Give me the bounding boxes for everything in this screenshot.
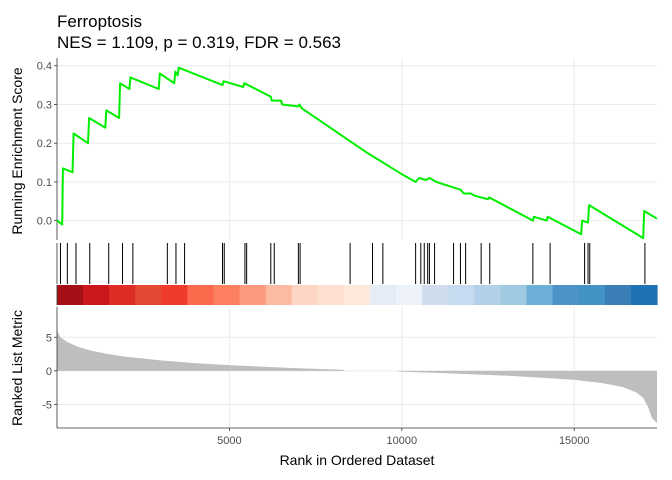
ranked-metric-area xyxy=(57,330,657,424)
es-y-tick-label: 0.4 xyxy=(37,61,52,73)
es-y-tick-label: 0.1 xyxy=(37,177,52,189)
running-es-line xyxy=(56,66,658,240)
rank-band-segment xyxy=(57,285,84,305)
es-y-tick-label: 0.0 xyxy=(37,216,52,228)
rank-band-segment xyxy=(187,285,215,305)
rank-band-segment xyxy=(604,285,632,305)
gene-set-title: Ferroptosis xyxy=(57,12,142,31)
rank-band-segment xyxy=(396,285,423,305)
x-tick-label: 5000 xyxy=(217,435,241,447)
running-es-panel: 0.0 0.1 0.2 0.3 0.4 xyxy=(37,58,658,240)
metric-y-tick-label: -5 xyxy=(42,399,52,411)
x-axis-title: Rank in Ordered Dataset xyxy=(280,452,435,468)
rank-band-segment xyxy=(370,285,397,305)
ranked-metric-panel: -5 0 5 5000 10000 15000 xyxy=(42,307,657,447)
rank-band-segment xyxy=(83,285,110,305)
rank-band-segment xyxy=(422,285,449,305)
rank-band-segment xyxy=(161,285,189,305)
rank-band-segment xyxy=(265,285,293,305)
rank-band-segment xyxy=(291,285,319,305)
stats-subtitle: NES = 1.109, p = 0.319, FDR = 0.563 xyxy=(57,33,341,52)
rank-band-segment xyxy=(630,285,658,305)
rank-band-segment xyxy=(578,285,606,305)
rank-band-segment xyxy=(213,285,241,305)
rank-band-segment xyxy=(474,285,502,305)
es-y-tick-label: 0.3 xyxy=(37,99,52,111)
rank-band-segment xyxy=(448,285,475,305)
rank-band-segment xyxy=(343,285,371,305)
es-y-axis-title: Running Enrichment Score xyxy=(9,67,25,235)
metric-y-tick-label: 0 xyxy=(46,366,52,378)
rank-band-segment xyxy=(109,285,136,305)
rank-band-segment xyxy=(317,285,345,305)
rank-color-band xyxy=(56,285,658,305)
rank-band-segment xyxy=(526,285,554,305)
rank-band-segment xyxy=(135,285,162,305)
rank-band-segment xyxy=(239,285,267,305)
es-y-tick-label: 0.2 xyxy=(37,138,52,150)
rank-band-segment xyxy=(500,285,528,305)
hit-marker-panel xyxy=(56,243,646,284)
x-tick-label: 10000 xyxy=(387,435,418,447)
metric-y-axis-title: Ranked List Metric xyxy=(9,310,25,426)
x-tick-label: 15000 xyxy=(559,435,590,447)
rank-band-segment xyxy=(552,285,580,305)
metric-y-tick-label: 5 xyxy=(46,332,52,344)
